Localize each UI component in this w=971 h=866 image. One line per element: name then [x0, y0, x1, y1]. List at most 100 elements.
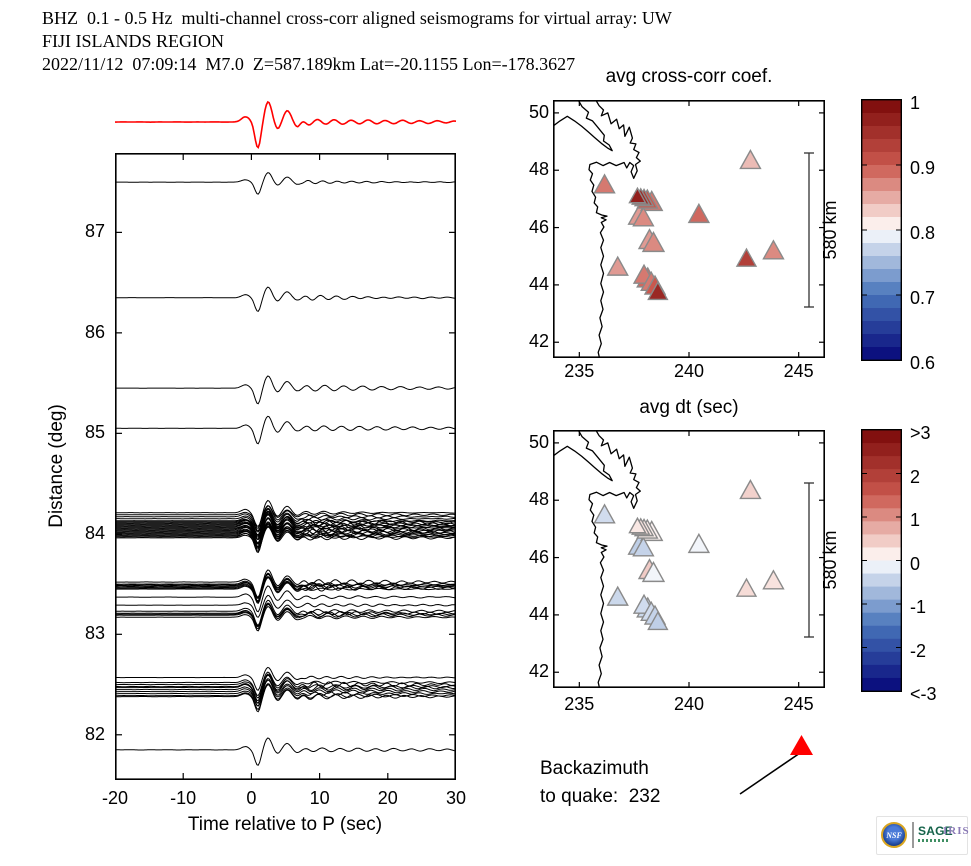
colorbar-tick-label: 1: [910, 93, 921, 113]
map-y-tick-label: 46: [528, 546, 549, 567]
station-triangle: [762, 239, 785, 260]
station-triangle: [606, 585, 629, 606]
dt-map-title: avg dt (sec): [639, 397, 739, 418]
station-triangle: [739, 149, 762, 170]
map-x-tick-label: 235: [564, 694, 595, 714]
seismogram-trace: [115, 684, 456, 713]
map-y-tick-label: 48: [528, 489, 549, 510]
seismogram-trace: [115, 684, 456, 711]
backazimuth-label-line1: Backazimuth: [540, 758, 649, 779]
colorbar-segment: [862, 100, 901, 114]
seismogram-trace: [115, 286, 456, 313]
seismogram-trace: [115, 499, 456, 530]
colorbar-segment: [862, 256, 901, 270]
sage-iris-logo: NSF SAGE IRIS: [876, 816, 970, 855]
colorbar-tick-label: <-3: [910, 684, 937, 704]
colorbar-segment: [862, 612, 901, 627]
colorbar-segment: [862, 443, 901, 457]
seismogram-x-axis-title: Time relative to P (sec): [187, 814, 383, 835]
dt-colorbar: [861, 429, 902, 692]
plot-frame: [115, 153, 456, 780]
map-x-tick-label: 245: [783, 361, 814, 381]
seismogram-trace: [115, 683, 456, 707]
seismogram-trace: [115, 678, 456, 704]
seismogram-trace: [115, 511, 456, 540]
colorbar-segment: [862, 495, 901, 509]
seismogram-trace: [115, 524, 456, 554]
colorbar-tick-label: 0.6: [910, 353, 936, 373]
colorbar-segment: [862, 178, 901, 192]
station-triangle: [632, 536, 655, 557]
figure-title-line3: 2022/11/12 07:09:14 M7.0 Z=587.189km Lat…: [42, 54, 576, 74]
x-tick-label: 20: [377, 788, 398, 808]
station-triangle: [762, 569, 785, 590]
colorbar-tick-label: 0.9: [910, 158, 936, 178]
nsf-logo-text: NSF: [886, 830, 902, 840]
backazimuth-arrow: [739, 735, 813, 795]
coastline-mainland: [588, 430, 641, 688]
map-y-tick-label: 50: [528, 431, 549, 452]
map-y-tick-label: 46: [528, 216, 549, 237]
seismogram-trace: [115, 594, 456, 618]
map-y-tick-label: 50: [528, 101, 549, 122]
seismogram-trace: [115, 585, 456, 613]
colorbar-segment: [862, 469, 901, 483]
seismogram-trace: [115, 505, 456, 532]
station-triangle: [641, 561, 666, 583]
colorbar-segment: [862, 560, 901, 575]
seismogram-trace: [115, 569, 456, 598]
seismogram-trace: [115, 606, 456, 632]
y-tick-label: 84: [84, 522, 105, 543]
colorbar-tick-label: 0.7: [910, 288, 936, 308]
seismogram-trace: [115, 603, 456, 630]
cc-map-scalebar-label: 580 km: [820, 200, 840, 260]
seismogram-plot: [115, 153, 456, 780]
map-x-tick-label: 240: [673, 694, 705, 714]
colorbar-segment: [862, 217, 901, 231]
colorbar-segment: [862, 230, 901, 244]
map-y-tick-label: 42: [528, 661, 549, 682]
colorbar-segment: [862, 638, 901, 653]
seismogram-trace: [115, 673, 456, 699]
beam-trace-plot: [115, 100, 457, 149]
seismogram-trace: [115, 573, 456, 603]
station-triangle: [647, 610, 669, 631]
station-triangle: [687, 532, 711, 554]
colorbar-frame: [861, 429, 902, 692]
cc-colorbar: [861, 99, 902, 361]
station-triangle: [628, 186, 647, 204]
map-x-tick-label: 240: [673, 361, 705, 381]
seismogram-trace: [115, 507, 456, 533]
iris-logo-text: IRIS: [943, 825, 970, 837]
colorbar-segment: [862, 191, 901, 205]
colorbar-segment: [862, 534, 901, 549]
x-tick-label: 10: [309, 788, 330, 808]
y-tick-label: 83: [84, 623, 105, 644]
seismogram-trace: [115, 674, 456, 704]
colorbar-segment: [862, 321, 901, 335]
cc-map: [553, 100, 825, 358]
colorbar-segment: [862, 295, 901, 309]
station-triangle: [735, 577, 758, 597]
seismogram-trace: [115, 172, 456, 195]
colorbar-frame: [861, 99, 902, 361]
colorbar-segment: [862, 664, 901, 679]
map-y-tick-label: 48: [528, 159, 549, 180]
colorbar-segment: [862, 347, 901, 361]
colorbar-segment: [862, 586, 901, 601]
colorbar-segment: [862, 152, 901, 166]
seismogram-trace: [115, 508, 456, 537]
seismogram-trace: [115, 576, 456, 603]
colorbar-tick-label: 0: [910, 553, 921, 574]
colorbar-segment: [862, 651, 901, 666]
colorbar-tick-label: >3: [910, 423, 931, 443]
coastline-mainland: [588, 100, 641, 358]
station-triangle: [606, 255, 629, 276]
seismogram-trace: [115, 415, 456, 445]
colorbar-segment: [862, 204, 901, 218]
backazimuth-line: [739, 752, 801, 795]
colorbar-segment: [862, 456, 901, 470]
map-x-tick-label: 245: [783, 694, 814, 714]
station-triangle: [632, 206, 655, 227]
map-frame: [553, 100, 825, 358]
